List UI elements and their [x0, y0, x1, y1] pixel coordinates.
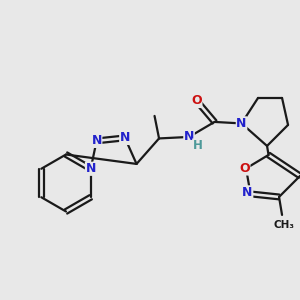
Text: N: N — [120, 131, 130, 144]
Text: O: O — [239, 162, 250, 175]
Text: O: O — [191, 94, 202, 107]
Text: N: N — [92, 134, 102, 147]
Text: CH₃: CH₃ — [273, 220, 294, 230]
Text: N: N — [236, 117, 247, 130]
Text: N: N — [85, 162, 96, 175]
Text: N: N — [242, 186, 253, 199]
Text: H: H — [193, 139, 202, 152]
Text: N: N — [184, 130, 194, 143]
